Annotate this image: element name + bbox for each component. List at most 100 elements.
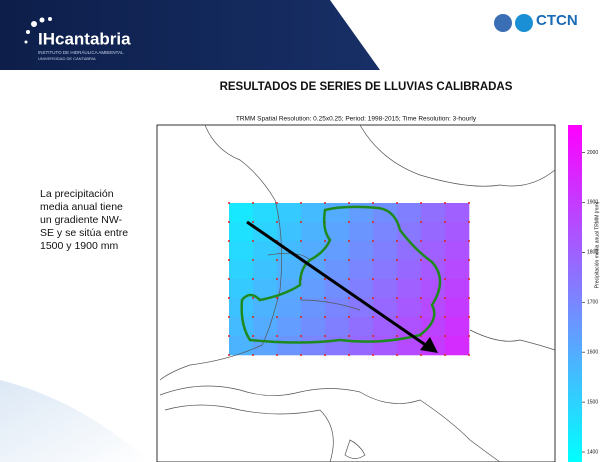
grid-point [276, 316, 278, 318]
heatmap-cell [325, 317, 350, 337]
grid-point [396, 278, 398, 280]
partner-logo: CTCN [536, 12, 578, 29]
heatmap-cell [349, 222, 374, 242]
grid-point [228, 335, 230, 337]
grid-point [276, 335, 278, 337]
logo-sub2: UNIVERSIDAD DE CANTABRIA [38, 56, 96, 61]
grid-point [252, 240, 254, 242]
grid-point [420, 297, 422, 299]
slide-title: RESULTADOS DE SERIES DE LLUVIAS CALIBRAD… [220, 81, 513, 93]
heatmap-cell [301, 317, 326, 337]
logo-dots [24, 17, 52, 44]
heatmap-cell [253, 241, 278, 261]
colorbar-tick-label: 1600 [587, 349, 598, 355]
heatmap-cell [229, 203, 254, 223]
heatmap-cell [277, 203, 302, 223]
grid-point [300, 354, 302, 356]
grid-point [348, 202, 350, 204]
grid-point [420, 316, 422, 318]
grid-point [228, 278, 230, 280]
heatmap-cell [229, 241, 254, 261]
grid-point [348, 335, 350, 337]
side-text-line: SE y se sitúa entre [40, 227, 128, 239]
grid-point [420, 259, 422, 261]
colorbar-tick-label: 1500 [587, 399, 598, 405]
grid-point [348, 221, 350, 223]
grid-point [372, 221, 374, 223]
grid-point [324, 354, 326, 356]
grid-point [348, 316, 350, 318]
grid-point [396, 335, 398, 337]
grid-point [468, 316, 470, 318]
grid-point [396, 316, 398, 318]
grid-point [252, 316, 254, 318]
heatmap-cell [229, 317, 254, 337]
grid-point [444, 316, 446, 318]
gradient-arrow [246, 220, 431, 350]
grid-point [468, 259, 470, 261]
grid-point [252, 259, 254, 261]
heatmap-cell [325, 222, 350, 242]
grid-point [396, 202, 398, 204]
grid-point [300, 335, 302, 337]
heatmap-cell [253, 298, 278, 318]
grid-point [468, 335, 470, 337]
heatmap-cell [277, 260, 302, 280]
grid-point [444, 240, 446, 242]
side-text-line: media anual tiene [40, 201, 123, 213]
heatmap-cell [373, 298, 398, 318]
heatmap-cell [229, 222, 254, 242]
grid-point [324, 240, 326, 242]
heatmap-cell [349, 241, 374, 261]
heatmap-cell [229, 260, 254, 280]
heatmap-cell [445, 241, 470, 261]
side-text-line: 1500 y 1900 mm [40, 240, 118, 252]
grid-point [396, 240, 398, 242]
grid-point [444, 202, 446, 204]
grid-point [228, 297, 230, 299]
heatmap-cell [349, 260, 374, 280]
colorbar-label: Precipitación media anual TRMM (mm) [594, 201, 600, 288]
heatmap-cell [373, 260, 398, 280]
grid-point [372, 202, 374, 204]
heatmap-cell [229, 279, 254, 299]
grid-point [420, 202, 422, 204]
grid-point [348, 240, 350, 242]
grid-point [372, 278, 374, 280]
heatmap-cell [301, 222, 326, 242]
colorbar-tick-label: 1800 [587, 250, 598, 256]
heatmap-cell [277, 317, 302, 337]
logo: IHcantabria [38, 29, 131, 48]
grid-point [252, 278, 254, 280]
grid-point [228, 202, 230, 204]
grid-point [276, 221, 278, 223]
grid-point [348, 297, 350, 299]
grid-point [300, 202, 302, 204]
grid-point [276, 297, 278, 299]
heatmap-cell [397, 222, 422, 242]
grid-point [300, 221, 302, 223]
heatmap-cell [373, 279, 398, 299]
grid-point [252, 354, 254, 356]
heatmap-cell [445, 222, 470, 242]
heatmap-cell [445, 203, 470, 223]
grid-point [300, 240, 302, 242]
heatmap-cell [277, 298, 302, 318]
heatmap-cell [253, 279, 278, 299]
heatmap-cell [301, 336, 326, 356]
grid-point [300, 297, 302, 299]
grid-point [228, 240, 230, 242]
grid-point [420, 240, 422, 242]
grid-point [324, 297, 326, 299]
grid-point [372, 354, 374, 356]
grid-point [444, 221, 446, 223]
heatmap-cell [445, 298, 470, 318]
colorbar-tick-label: 1900 [587, 200, 598, 206]
heatmap-cell [277, 336, 302, 356]
side-text-line: La precipitación [40, 188, 114, 200]
grid-point [324, 259, 326, 261]
grid-point [396, 297, 398, 299]
grid-point [420, 354, 422, 356]
heatmap-cell [301, 203, 326, 223]
heatmap-cell [445, 260, 470, 280]
